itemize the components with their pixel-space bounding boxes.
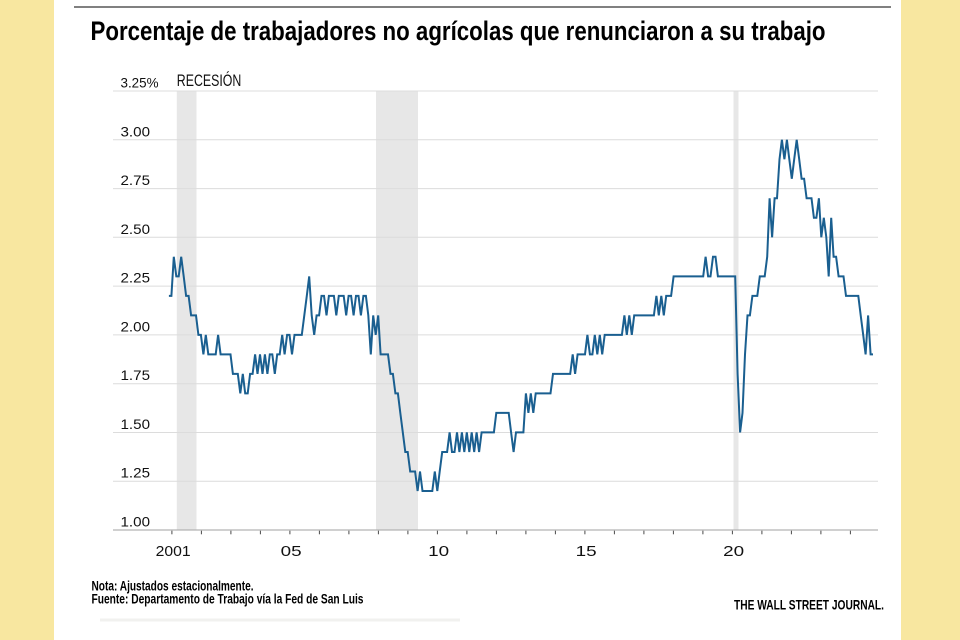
svg-text:1.25: 1.25 (121, 465, 151, 481)
svg-text:10: 10 (428, 544, 449, 560)
svg-text:2001: 2001 (156, 544, 191, 560)
svg-text:1.00: 1.00 (121, 514, 151, 530)
svg-text:05: 05 (281, 544, 302, 560)
svg-text:3.25%: 3.25% (121, 75, 159, 91)
svg-text:2.50: 2.50 (121, 221, 151, 237)
svg-text:20: 20 (723, 544, 744, 560)
svg-text:2.25: 2.25 (121, 270, 151, 286)
svg-text:1.50: 1.50 (121, 416, 151, 432)
svg-text:1.75: 1.75 (121, 367, 151, 383)
svg-text:Nota: Ajustados estacionalment: Nota: Ajustados estacionalmente. (92, 578, 254, 593)
svg-text:3.00: 3.00 (121, 123, 151, 139)
svg-text:15: 15 (576, 544, 597, 560)
svg-text:2.00: 2.00 (121, 318, 151, 334)
svg-text:2.75: 2.75 (121, 172, 151, 188)
svg-text:THE WALL STREET JOURNAL.: THE WALL STREET JOURNAL. (734, 598, 884, 613)
svg-text:RECESIÓN: RECESIÓN (177, 71, 242, 90)
svg-text:Porcentaje de trabajadores no: Porcentaje de trabajadores no agrícolas … (91, 16, 826, 46)
svg-text:Fuente: Departamento de Trabaj: Fuente: Departamento de Trabajo vía la F… (92, 591, 364, 606)
